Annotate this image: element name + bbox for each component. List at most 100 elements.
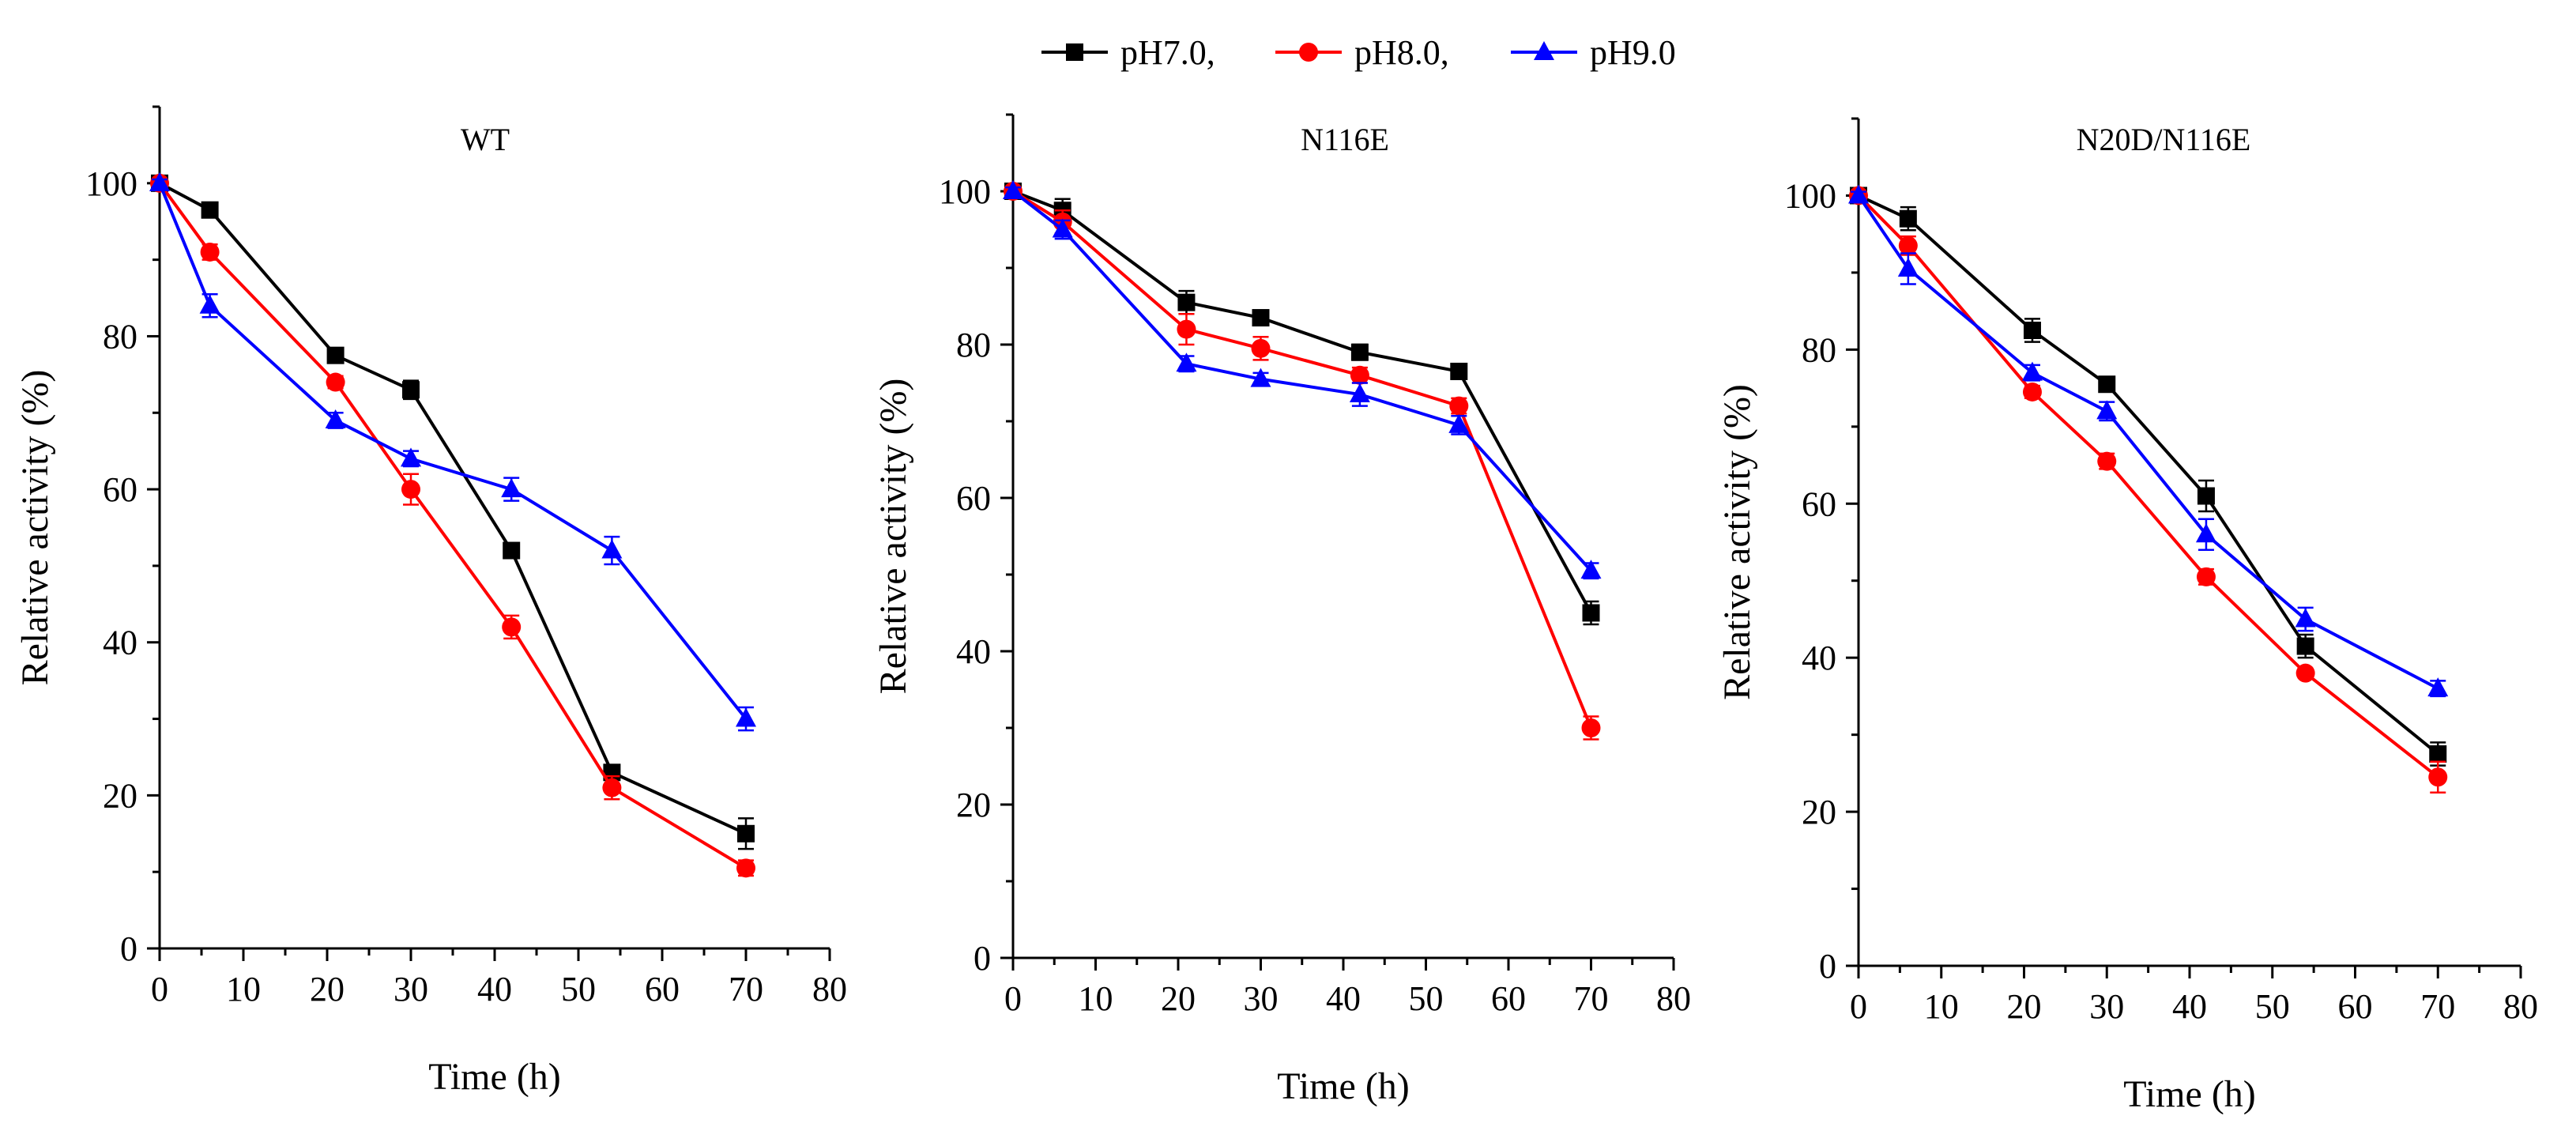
data-point <box>503 541 521 560</box>
series-ph8-0 <box>1849 186 2448 794</box>
data-point <box>1177 293 1196 311</box>
data-point <box>1252 309 1270 327</box>
data-point <box>2295 663 2315 683</box>
legend-marker-0 <box>1066 43 1083 61</box>
x-tick-label: 30 <box>1244 979 1279 1018</box>
x-tick-label: 20 <box>310 970 345 1008</box>
data-point <box>2022 382 2042 401</box>
data-point <box>1898 236 1918 255</box>
y-tick-label: 60 <box>956 479 991 518</box>
series-ph7-0 <box>151 174 755 850</box>
x-tick-label: 10 <box>226 970 261 1008</box>
y-tick-label: 100 <box>85 164 137 203</box>
data-point <box>1449 396 1469 416</box>
y-tick-label: 80 <box>103 317 137 356</box>
x-tick-label: 70 <box>2420 987 2455 1026</box>
data-point <box>602 778 622 797</box>
data-point <box>1581 718 1601 737</box>
panel-n116e: 0 10 20 30 40 50 60 70 80 0 20 40 60 80 100 N116E Time (… <box>872 113 1691 1107</box>
data-point <box>501 478 522 498</box>
data-point <box>2195 523 2216 543</box>
y-tick-label: 60 <box>103 470 137 509</box>
series-ph9-0 <box>1848 184 2449 698</box>
y-tick-label: 80 <box>956 326 991 364</box>
legend-marker-2 <box>1534 41 1554 60</box>
panel-title: WT <box>461 122 510 157</box>
data-point <box>2098 375 2116 394</box>
x-tick-label: 80 <box>2503 987 2538 1026</box>
data-point <box>1052 218 1073 238</box>
x-tick-label: 70 <box>1574 979 1609 1018</box>
data-point <box>2295 608 2316 628</box>
series-ph8-0 <box>150 173 755 878</box>
x-tick-label: 60 <box>645 970 680 1008</box>
data-point <box>200 242 220 262</box>
data-point <box>502 617 522 637</box>
data-point <box>2427 677 2449 697</box>
x-tick-label: 10 <box>1079 979 1113 1018</box>
data-point <box>1350 365 1369 385</box>
y-tick-label: 80 <box>1802 330 1836 369</box>
panel-title: N116E <box>1301 122 1389 157</box>
series-ph7-0 <box>1850 187 2447 767</box>
x-tick-label: 80 <box>812 970 847 1008</box>
x-tick-label: 50 <box>1409 979 1444 1018</box>
data-point <box>199 294 220 314</box>
series-line <box>158 183 748 720</box>
data-point <box>1177 319 1196 339</box>
x-tick-label: 70 <box>729 970 763 1008</box>
legend-label-2: pH9.0 <box>1590 33 1676 72</box>
series-line <box>158 182 748 870</box>
data-point <box>1848 184 1869 204</box>
legend-marker-1 <box>1299 43 1318 62</box>
data-point <box>1897 258 1919 277</box>
data-point <box>2196 567 2216 586</box>
data-point <box>401 480 420 499</box>
data-point <box>1350 343 1369 361</box>
x-tick-label: 40 <box>2172 987 2207 1026</box>
y-axis-title: Relative activity (%) <box>872 379 914 695</box>
data-point <box>2021 361 2043 381</box>
data-point <box>1899 209 1917 228</box>
y-tick-label: 0 <box>120 929 137 968</box>
series-line <box>1857 194 2439 778</box>
legend-label-1: pH8.0, <box>1354 33 1449 72</box>
x-tick-label: 40 <box>1326 979 1361 1018</box>
data-point <box>1582 604 1600 622</box>
x-tick-label: 30 <box>394 970 428 1008</box>
data-point <box>1450 362 1468 380</box>
series-line <box>1858 194 2439 756</box>
data-point <box>601 539 623 559</box>
y-axis-title: Relative activity (%) <box>14 370 56 686</box>
y-tick-label: 40 <box>956 632 991 671</box>
data-point <box>1176 352 1197 372</box>
data-point <box>1250 368 1271 387</box>
x-tick-label: 40 <box>477 970 512 1008</box>
legend: pH7.0, pH8.0, pH9.0 <box>1041 33 1676 72</box>
data-point <box>402 381 420 399</box>
data-point <box>2097 451 2117 471</box>
x-axis-title: Time (h) <box>1277 1065 1410 1107</box>
x-tick-label: 20 <box>1161 979 1196 1018</box>
data-point <box>2429 745 2447 763</box>
data-point <box>1448 413 1470 433</box>
data-point <box>2428 767 2448 787</box>
y-tick-label: 40 <box>1802 639 1836 677</box>
x-axis-title: Time (h) <box>2123 1073 2256 1115</box>
series-line <box>1857 194 2439 690</box>
data-point <box>2197 487 2215 505</box>
y-tick-label: 20 <box>1802 793 1836 831</box>
data-point <box>2296 637 2314 655</box>
x-tick-label: 60 <box>1491 979 1526 1018</box>
data-point <box>201 201 219 219</box>
data-point <box>737 824 755 843</box>
y-tick-label: 20 <box>103 776 137 815</box>
y-axis-title: Relative activity (%) <box>1716 384 1758 700</box>
data-point <box>736 858 755 878</box>
x-tick-label: 60 <box>2338 987 2373 1026</box>
data-point <box>1003 180 1023 199</box>
x-tick-label: 50 <box>2255 987 2290 1026</box>
x-tick-label: 0 <box>151 970 168 1008</box>
x-tick-label: 10 <box>1924 987 1959 1026</box>
